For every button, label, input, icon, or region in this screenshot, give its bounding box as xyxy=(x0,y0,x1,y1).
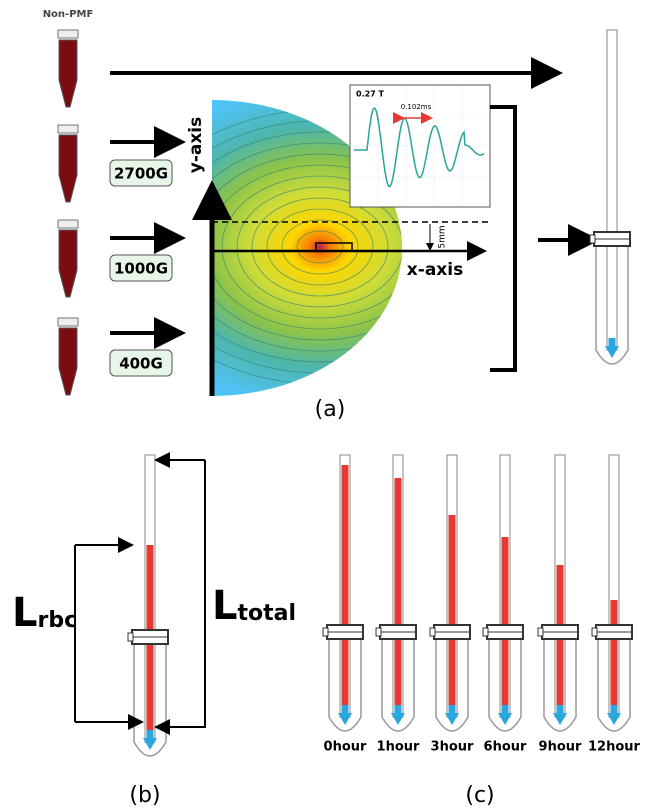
period-label: 0.102ms xyxy=(401,103,432,111)
caption: (c) xyxy=(465,783,494,808)
contour xyxy=(266,208,374,286)
waveform xyxy=(354,107,485,188)
l-rbc: Lrbc xyxy=(12,590,77,636)
tube-cap xyxy=(57,29,79,39)
tube-cap xyxy=(57,124,79,134)
blue-tip xyxy=(143,738,157,750)
rbc-column xyxy=(394,478,402,705)
l-total: Ltotal xyxy=(212,583,296,629)
force-label: 2700G xyxy=(114,165,168,183)
blue-tip xyxy=(448,705,456,713)
cap-tab xyxy=(589,234,596,244)
time-label: 9hour xyxy=(539,740,582,755)
blue-tip xyxy=(338,713,352,725)
contour xyxy=(296,230,344,264)
outer-tube xyxy=(597,639,631,732)
time-label: 3hour xyxy=(431,740,474,755)
y-axis-label: y-axis xyxy=(186,117,206,174)
blue-tip xyxy=(605,346,619,358)
contour xyxy=(236,186,402,308)
tube-body xyxy=(58,39,78,108)
time-label: 1hour xyxy=(377,740,420,755)
label-box xyxy=(109,254,173,282)
cap-tab xyxy=(537,627,544,637)
blue-tip xyxy=(556,705,564,713)
contour xyxy=(212,164,402,330)
tube-body xyxy=(58,134,78,203)
rbc-column xyxy=(341,465,349,705)
outer-tube xyxy=(133,644,167,757)
bracket xyxy=(490,105,517,372)
caption: (b) xyxy=(129,783,160,808)
contour xyxy=(281,219,359,275)
tube-cap xyxy=(57,317,79,327)
distance-label: 5mm xyxy=(438,225,448,248)
cap-tab xyxy=(322,627,329,637)
blue-tip xyxy=(553,713,567,725)
outer-tube xyxy=(543,639,577,732)
contour xyxy=(251,197,389,297)
cap-tab xyxy=(375,627,382,637)
tube-body xyxy=(58,229,78,298)
tube-cap xyxy=(57,219,79,229)
outer-tube xyxy=(595,246,629,365)
blue-tip xyxy=(146,730,154,738)
time-label: 0hour xyxy=(324,740,367,755)
blue-tip xyxy=(607,713,621,725)
blue-tip xyxy=(608,338,616,346)
blue-tip xyxy=(445,713,459,725)
blue-tip xyxy=(498,713,512,725)
force-label: 1000G xyxy=(114,260,168,278)
blue-tip xyxy=(610,705,618,713)
rbc-column xyxy=(610,600,618,705)
force-label: 400G xyxy=(119,355,163,373)
blue-tip xyxy=(394,705,402,713)
rbc-column xyxy=(448,515,456,705)
outer-tube xyxy=(435,639,469,732)
field-label: 0.27 T xyxy=(356,90,385,99)
capillaries xyxy=(127,29,633,757)
cap-tab xyxy=(591,627,598,637)
blue-tip xyxy=(391,713,405,725)
label-box xyxy=(109,159,173,187)
force-arrows xyxy=(110,126,186,349)
cap-tab xyxy=(127,632,134,642)
outer-tube xyxy=(328,639,362,732)
time-label: 12hour xyxy=(588,740,641,755)
rbc-column xyxy=(501,537,509,705)
time-label: 6hour xyxy=(484,740,527,755)
blue-tip xyxy=(501,705,509,713)
contour xyxy=(212,142,402,352)
blue-tip xyxy=(341,705,349,713)
cap-tab xyxy=(482,627,489,637)
cap-tab xyxy=(429,627,436,637)
contour xyxy=(212,153,402,341)
contour xyxy=(221,175,402,319)
label-box xyxy=(109,349,173,377)
capillary xyxy=(606,29,618,351)
outer-tube xyxy=(488,639,522,732)
tube-body xyxy=(58,327,78,396)
contour xyxy=(212,131,402,363)
outer-tube xyxy=(381,639,415,732)
x-axis-label: x-axis xyxy=(407,260,463,280)
control-label: Non-PMF xyxy=(43,9,94,20)
microtubes xyxy=(57,29,79,396)
caption: (a) xyxy=(315,397,346,422)
